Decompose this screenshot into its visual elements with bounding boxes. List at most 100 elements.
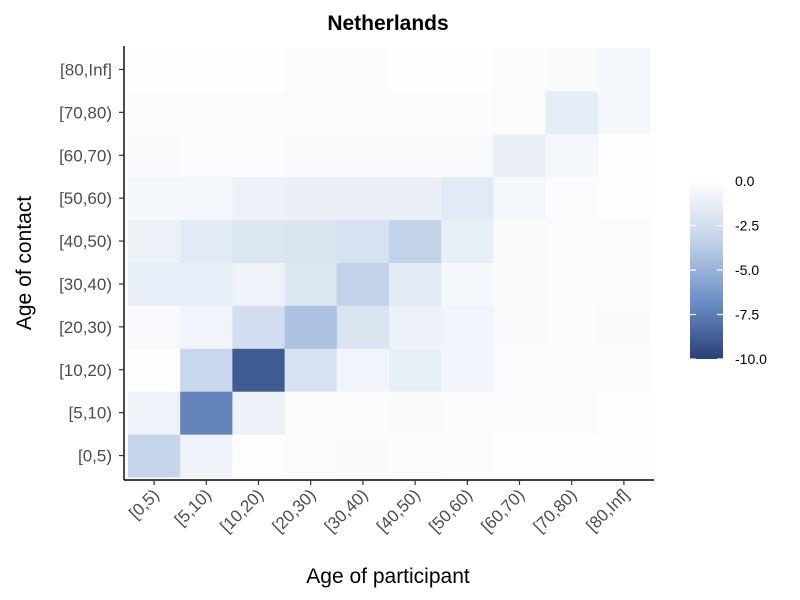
heatmap-cell: [441, 219, 494, 263]
heatmap-cell: [128, 176, 181, 221]
heatmap-cell: [232, 48, 286, 92]
heatmap-cell: [493, 348, 547, 392]
heatmap-cell: [545, 219, 599, 263]
heatmap-cell: [545, 262, 599, 306]
heatmap-cell: [180, 176, 233, 221]
heatmap-cell: [336, 348, 390, 392]
heatmap-cell: [389, 305, 442, 349]
heatmap-cell: [441, 391, 494, 435]
y-tick-label: [80,Inf]: [60, 60, 112, 79]
heatmap-cell: [597, 219, 651, 263]
x-tick-label: [50,60): [425, 485, 476, 536]
heatmap-cell: [128, 262, 181, 306]
heatmap-cell: [597, 176, 651, 221]
chart-title: Netherlands: [327, 12, 448, 35]
heatmap-cell: [336, 176, 390, 221]
heatmap-cell: [441, 434, 494, 478]
y-tick-label: [40,50): [59, 232, 112, 251]
heatmap-cell: [284, 133, 338, 178]
heatmap-cell: [545, 90, 599, 135]
heatmap-cell: [284, 262, 338, 306]
heatmap-cell: [597, 90, 651, 135]
heatmap-cell: [180, 133, 233, 178]
heatmap-cell: [389, 348, 442, 392]
heatmap-cell: [493, 391, 547, 435]
y-tick-label: [50,60): [59, 189, 112, 208]
heatmap-cell: [128, 305, 181, 349]
x-axis-title: Age of participant: [306, 565, 470, 588]
heatmap-cell: [493, 90, 547, 135]
heatmap-cell: [545, 348, 599, 392]
heatmap-cell: [597, 133, 651, 178]
heatmap-cell: [336, 133, 390, 178]
heatmap-cell: [493, 305, 547, 349]
heatmap-cell: [389, 262, 442, 306]
heatmap-cell: [493, 262, 547, 306]
heatmap-cell: [336, 219, 390, 263]
x-tick-labels: [0,5) [5,10) [10,20) [20,30) [30,40) [40,50)[…: [125, 485, 632, 536]
heatmap-cell: [597, 434, 651, 478]
heatmap-cell: [441, 90, 494, 135]
legend-label: 0.0: [735, 173, 755, 189]
heatmap-cell: [232, 391, 286, 435]
heatmap-cell: [545, 48, 599, 92]
heatmap-cell: [441, 133, 494, 178]
heatmap-cell: [493, 48, 547, 92]
heatmap-cell: [284, 348, 338, 392]
legend-label: -2.5: [735, 218, 759, 234]
heatmap-cell: [232, 133, 286, 178]
heatmap-cell: [284, 176, 338, 221]
x-tick-label: [70,80): [530, 485, 581, 536]
heatmap-cell: [597, 262, 651, 306]
y-tick-label: [10,20): [59, 361, 112, 380]
heatmap-cell: [180, 262, 233, 306]
heatmap-cell: [180, 348, 233, 392]
heatmap-cell: [597, 305, 651, 349]
heatmap-cell: [180, 219, 233, 263]
heatmap-cell: [284, 305, 338, 349]
y-axis-title: Age of contact: [13, 196, 36, 330]
y-tick-label: [30,40): [59, 275, 112, 294]
heatmap-cell: [128, 133, 181, 178]
x-tick-label: [30,40): [321, 485, 372, 536]
x-tick-label: [5,10): [171, 485, 215, 529]
heatmap-cell: [232, 262, 286, 306]
heatmap-cell: [389, 48, 442, 92]
heatmap-cell: [128, 90, 181, 135]
heatmap-cell: [128, 434, 181, 478]
heatmap-cell: [389, 434, 442, 478]
heatmap-cell: [336, 262, 390, 306]
heatmap-cell: [545, 133, 599, 178]
heatmap-cell: [441, 176, 494, 221]
x-tick-label: [10,20): [216, 485, 267, 536]
heatmap-cell: [441, 348, 494, 392]
heatmap-cell: [284, 434, 338, 478]
heatmap-cell: [336, 305, 390, 349]
heatmap-cell: [389, 90, 442, 135]
heatmap-cell: [389, 133, 442, 178]
heatmap-cell: [493, 133, 547, 178]
heatmap-cell: [389, 176, 442, 221]
x-tick-label: [60,70): [477, 485, 528, 536]
heatmap-cell: [389, 391, 442, 435]
heatmap-cell: [545, 176, 599, 221]
heatmap-cell: [336, 391, 390, 435]
heatmap-cell: [493, 219, 547, 263]
heatmap-cell: [545, 391, 599, 435]
x-tick-label: [80,Inf]: [583, 485, 633, 535]
heatmap-cell: [232, 219, 286, 263]
heatmap-cell: [441, 262, 494, 306]
heatmap-cell: [232, 434, 286, 478]
heatmap-cell: [336, 90, 390, 135]
heatmap-cell: [232, 90, 286, 135]
axis-ticks: [119, 68, 625, 485]
heatmap-cell: [180, 90, 233, 135]
heatmap-cell: [284, 391, 338, 435]
heatmap-cell: [180, 305, 233, 349]
heatmap-cell: [180, 434, 233, 478]
x-tick-label: [20,30): [269, 485, 320, 536]
heatmap-cell: [336, 48, 390, 92]
heatmap-cell: [545, 305, 599, 349]
axes: [123, 46, 654, 481]
